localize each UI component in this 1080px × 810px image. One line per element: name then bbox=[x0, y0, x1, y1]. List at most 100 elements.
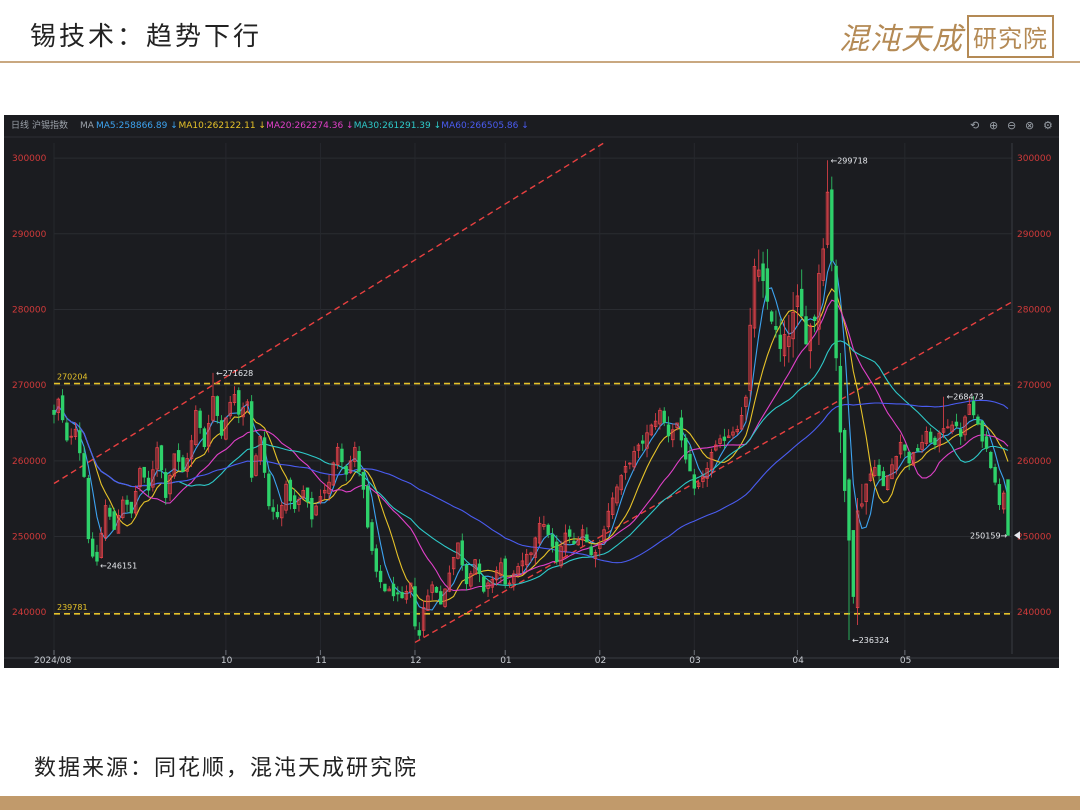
candle-body bbox=[90, 538, 95, 557]
candle-body bbox=[877, 464, 881, 476]
ma-legend-item-3: MA30:261291.39 ↓ bbox=[354, 121, 441, 131]
candle-body bbox=[155, 447, 159, 470]
candle-body bbox=[563, 532, 568, 552]
y-tick-left: 270000 bbox=[12, 381, 47, 391]
tool-icons[interactable]: ⟲ ⊕ ⊖ ⊗ ⚙ bbox=[970, 119, 1053, 132]
candle-body bbox=[400, 592, 404, 599]
price-annotation: ←246151 bbox=[100, 562, 137, 571]
candle-body bbox=[146, 477, 151, 491]
price-annotations: ←271628 ←246151 ←299718 ←236324 ←268473 25015… bbox=[100, 156, 1020, 645]
candle-body bbox=[808, 325, 813, 352]
chart-grid bbox=[4, 143, 1059, 659]
candles bbox=[52, 160, 1010, 640]
candle-body bbox=[361, 471, 366, 490]
candle-body bbox=[129, 501, 134, 514]
candle-body bbox=[314, 505, 318, 516]
chart-panel[interactable]: 日线 沪锡指数 MA MA5:258866.89 ↓ MA10:262122.11… bbox=[4, 115, 1059, 668]
candle-body bbox=[739, 414, 744, 430]
candle-body bbox=[219, 420, 224, 436]
candle-body bbox=[464, 564, 469, 585]
x-tick-label: 02 bbox=[595, 656, 606, 666]
candle-body bbox=[993, 466, 997, 483]
candle-body bbox=[916, 448, 920, 452]
candle-body bbox=[520, 560, 525, 567]
candle-body bbox=[284, 483, 288, 511]
y-tick-right: 300000 bbox=[1017, 154, 1052, 164]
candle-body bbox=[348, 460, 353, 474]
x-tick-label: 2024/08 bbox=[34, 656, 72, 666]
zoom-out-icon[interactable]: ⊖ bbox=[1007, 119, 1016, 132]
candle-body bbox=[503, 558, 507, 585]
candle-body bbox=[451, 557, 456, 570]
undo-icon[interactable]: ⟲ bbox=[970, 119, 979, 132]
y-tick-right: 280000 bbox=[1017, 305, 1052, 315]
candle-body bbox=[989, 451, 993, 469]
candle-body bbox=[817, 272, 821, 330]
candle-body bbox=[494, 570, 499, 581]
trend-channel bbox=[53, 142, 1013, 644]
x-axis: 2024/08 10 11 12 01 02 03 04 05 bbox=[34, 650, 911, 666]
candle-body bbox=[623, 466, 628, 473]
candle-body bbox=[301, 490, 305, 499]
candle-body bbox=[671, 429, 675, 441]
y-tick-left: 280000 bbox=[12, 305, 47, 315]
candle-body bbox=[357, 451, 361, 472]
brand-text: 混沌天成 bbox=[839, 22, 963, 57]
level-label: 239781 bbox=[57, 603, 88, 612]
candlestick-chart[interactable]: 日线 沪锡指数 MA MA5:258866.89 ↓ MA10:262122.11… bbox=[4, 115, 1059, 668]
candle-body bbox=[907, 451, 911, 464]
candle-body bbox=[116, 514, 121, 534]
ma20-line bbox=[53, 299, 1009, 592]
candle-body bbox=[701, 476, 705, 482]
price-annotation: ←236324 bbox=[852, 636, 889, 645]
candle-body bbox=[649, 424, 654, 436]
candle-body bbox=[99, 532, 103, 558]
candle-body bbox=[976, 416, 980, 425]
candle-body bbox=[593, 552, 598, 559]
candle-body bbox=[881, 471, 886, 487]
candle-body bbox=[864, 483, 868, 502]
candle-body bbox=[580, 529, 585, 541]
candle-body bbox=[232, 394, 237, 404]
candle-body bbox=[963, 416, 967, 436]
candle-body bbox=[353, 447, 357, 462]
candle-body bbox=[830, 189, 834, 261]
candle-body bbox=[108, 507, 112, 517]
candle-body bbox=[164, 472, 168, 498]
close-icon[interactable]: ⊗ bbox=[1025, 119, 1034, 132]
candle-body bbox=[997, 484, 1002, 506]
candle-body bbox=[417, 630, 421, 636]
x-tick-label: 12 bbox=[410, 656, 421, 666]
x-tick-label: 04 bbox=[792, 656, 804, 666]
candle-body bbox=[215, 396, 219, 416]
candle-body bbox=[800, 288, 804, 317]
settings-icon[interactable]: ⚙ bbox=[1043, 119, 1053, 132]
y-tick-right: 270000 bbox=[1017, 381, 1052, 391]
candle-body bbox=[86, 477, 91, 540]
zoom-in-icon[interactable]: ⊕ bbox=[989, 119, 998, 132]
y-axis-left: 300000 290000 280000 270000 260000 250000 2400… bbox=[12, 154, 47, 618]
candle-body bbox=[340, 448, 344, 463]
candle-body bbox=[198, 410, 202, 428]
candle-body bbox=[529, 552, 533, 556]
period-label[interactable]: 日线 bbox=[11, 119, 29, 131]
candle-body bbox=[619, 475, 623, 491]
candle-body bbox=[585, 534, 589, 543]
candle-body bbox=[971, 400, 976, 416]
candle-body bbox=[408, 582, 413, 593]
y-tick-left: 260000 bbox=[12, 457, 47, 467]
candle-body bbox=[903, 444, 907, 451]
candle-body bbox=[310, 497, 314, 520]
candle-body bbox=[288, 479, 293, 502]
x-tick-label: 11 bbox=[315, 656, 326, 666]
candle-body bbox=[787, 336, 791, 348]
candle-body bbox=[366, 485, 370, 528]
candle-body bbox=[262, 437, 267, 473]
level-label: 270204 bbox=[57, 373, 88, 382]
candle-body bbox=[172, 453, 177, 477]
instrument-label[interactable]: 沪锡指数 bbox=[32, 119, 68, 131]
candle-body bbox=[258, 435, 262, 462]
candle-body bbox=[628, 462, 632, 465]
candle-body bbox=[159, 445, 164, 471]
candle-body bbox=[542, 524, 546, 527]
